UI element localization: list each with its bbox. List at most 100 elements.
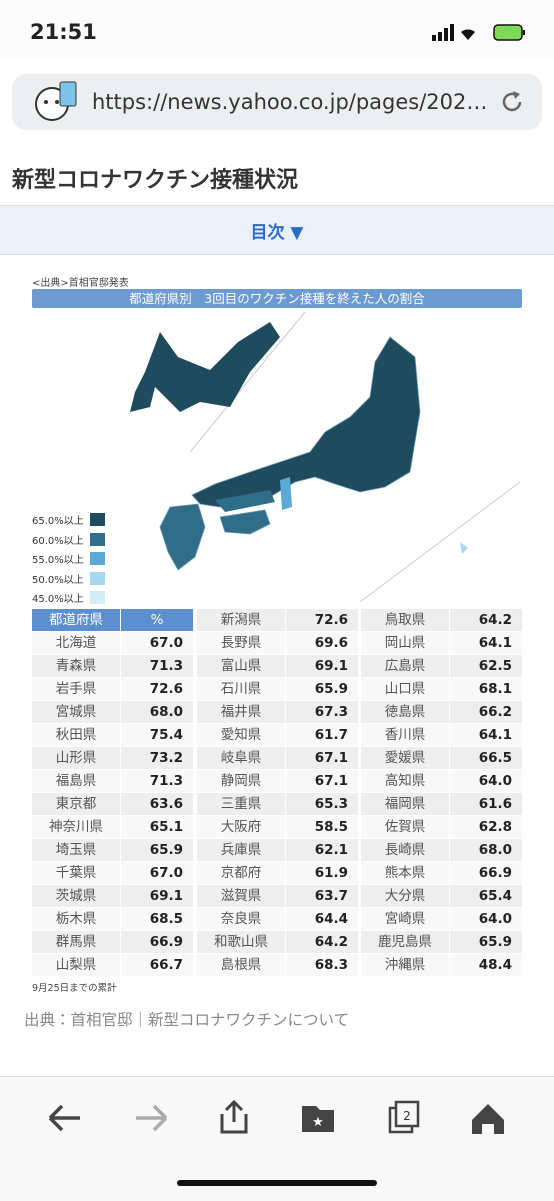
rate-value: 61.7	[286, 724, 358, 746]
rate-value: 67.0	[121, 632, 193, 654]
prefecture-name: 山梨県	[32, 954, 120, 976]
prefecture-name: 愛媛県	[361, 747, 449, 769]
region-shikoku	[219, 509, 271, 535]
table-header: %	[121, 609, 193, 631]
rate-value: 67.1	[286, 770, 358, 792]
region-chugoku	[215, 490, 275, 512]
toc-arrow: ▼	[290, 223, 304, 243]
rate-value: 72.6	[286, 609, 358, 631]
region-kyushu	[159, 503, 206, 571]
home-indicator	[177, 1180, 377, 1186]
map-divider	[189, 312, 306, 453]
rate-value: 66.9	[121, 931, 193, 953]
prefecture-name: 岩手県	[32, 678, 120, 700]
bookmarks-button[interactable]: ★	[302, 1106, 334, 1132]
prefecture-name: 滋賀県	[197, 885, 285, 907]
prefecture-name: 兵庫県	[197, 839, 285, 861]
back-button[interactable]	[48, 1104, 80, 1132]
toc-link[interactable]: 目次 ▼	[0, 218, 554, 243]
rate-value: 64.2	[450, 609, 522, 631]
prefecture-name: 岐阜県	[197, 747, 285, 769]
svg-text:★: ★	[312, 1115, 324, 1130]
source-line[interactable]: 出典：首相官邸｜新型コロナワクチンについて	[24, 1011, 350, 1029]
rate-value: 62.5	[450, 655, 522, 677]
reload-button[interactable]	[498, 88, 526, 116]
prefecture-name: 奈良県	[197, 908, 285, 930]
legend-swatch	[90, 552, 105, 565]
prefecture-name: 熊本県	[361, 862, 449, 884]
tabs-count[interactable]: 2	[403, 1109, 411, 1123]
prefecture-name: 大阪府	[197, 816, 285, 838]
prefecture-name: 福岡県	[361, 793, 449, 815]
prefecture-name: 茨城県	[32, 885, 120, 907]
prefecture-name: 栃木県	[32, 908, 120, 930]
prefecture-name: 山口県	[361, 678, 449, 700]
rate-value: 66.9	[450, 862, 522, 884]
figure-title: 都道府県別 3回目のワクチン接種を終えた人の割合	[32, 289, 522, 308]
rate-value: 62.1	[286, 839, 358, 861]
prefecture-name: 神奈川県	[32, 816, 120, 838]
forward-button[interactable]	[136, 1104, 168, 1132]
rate-value: 75.4	[121, 724, 193, 746]
legend-label: 55.0%以上	[32, 555, 84, 566]
prefecture-name: 鳥取県	[361, 609, 449, 631]
clock: 21:51	[30, 20, 97, 44]
tabs-button[interactable]: 2	[388, 1100, 420, 1134]
url[interactable]: https://news.yahoo.co.jp/pages/202…	[92, 90, 488, 114]
rate-value: 63.6	[121, 793, 193, 815]
toc-band[interactable]	[0, 205, 554, 255]
status-icons	[432, 24, 525, 41]
source-note: <出典>首相官邸発表	[32, 278, 129, 289]
prefecture-name: 埼玉県	[32, 839, 120, 861]
legend-swatch	[90, 513, 105, 526]
prefecture-name: 鹿児島県	[361, 931, 449, 953]
prefecture-name: 大分県	[361, 885, 449, 907]
toc-text[interactable]: 目次	[250, 223, 285, 243]
prefecture-name: 静岡県	[197, 770, 285, 792]
rate-value: 65.9	[286, 678, 358, 700]
japan-map	[130, 312, 521, 602]
rate-value: 68.5	[121, 908, 193, 930]
prefecture-name: 佐賀県	[361, 816, 449, 838]
region-honshu	[191, 336, 421, 508]
prefecture-name: 愛知県	[197, 724, 285, 746]
legend-swatch	[90, 591, 105, 604]
prefecture-name: 富山県	[197, 655, 285, 677]
legend-label: 50.0%以上	[32, 574, 84, 586]
rate-value: 62.8	[450, 816, 522, 838]
legend-label: 65.0%以上	[32, 516, 84, 527]
rate-value: 71.3	[121, 655, 193, 677]
prefecture-name: 和歌山県	[197, 931, 285, 953]
rate-value: 64.1	[450, 724, 522, 746]
rate-value: 73.2	[121, 747, 193, 769]
rate-value: 66.7	[121, 954, 193, 976]
prefecture-name: 宮城県	[32, 701, 120, 723]
address-bar[interactable]	[12, 74, 542, 130]
rate-value: 65.4	[450, 885, 522, 907]
legend-label: 60.0%以上	[32, 535, 84, 547]
prefecture-name: 山形県	[32, 747, 120, 769]
rate-value: 68.3	[286, 954, 358, 976]
prefecture-name: 徳島県	[361, 701, 449, 723]
prefecture-name: 香川県	[361, 724, 449, 746]
prefecture-name: 岡山県	[361, 632, 449, 654]
home-button[interactable]	[472, 1104, 504, 1134]
rate-value: 69.1	[286, 655, 358, 677]
prefecture-name: 三重県	[197, 793, 285, 815]
legend-label: 45.0%以上	[32, 594, 84, 605]
prefecture-name: 群馬県	[32, 931, 120, 953]
rate-value: 64.0	[450, 908, 522, 930]
status-bar	[0, 0, 554, 60]
rate-value: 69.1	[121, 885, 193, 907]
prefecture-name: 福島県	[32, 770, 120, 792]
rate-value: 64.4	[286, 908, 358, 930]
prefecture-name: 長崎県	[361, 839, 449, 861]
share-button[interactable]	[220, 1099, 248, 1134]
rate-value: 66.2	[450, 701, 522, 723]
rate-value: 68.1	[450, 678, 522, 700]
region-okinawa	[460, 542, 468, 554]
rate-value: 68.0	[450, 839, 522, 861]
prefecture-name: 秋田県	[32, 724, 120, 746]
prefecture-name: 東京都	[32, 793, 120, 815]
map-divider	[359, 481, 521, 602]
